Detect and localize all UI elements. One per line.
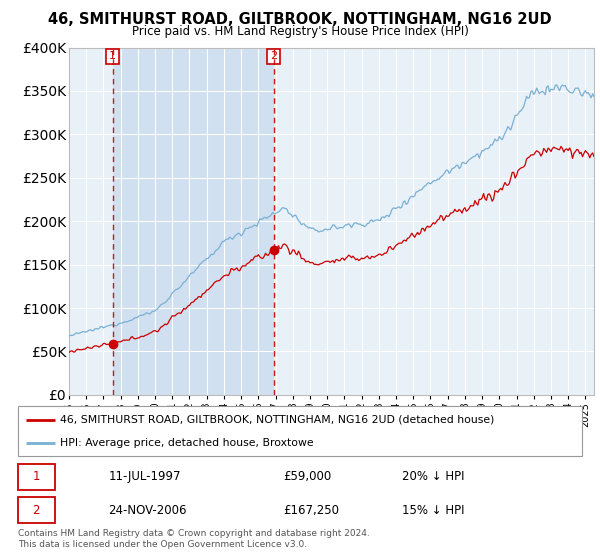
Text: 2: 2 [32,504,40,517]
FancyBboxPatch shape [18,497,55,523]
Text: Contains HM Land Registry data © Crown copyright and database right 2024.
This d: Contains HM Land Registry data © Crown c… [18,529,370,549]
Text: 46, SMITHURST ROAD, GILTBROOK, NOTTINGHAM, NG16 2UD (detached house): 46, SMITHURST ROAD, GILTBROOK, NOTTINGHA… [60,414,494,424]
Text: 1: 1 [32,470,40,483]
Text: HPI: Average price, detached house, Broxtowe: HPI: Average price, detached house, Brox… [60,438,314,448]
Text: £167,250: £167,250 [283,504,339,517]
Text: 2: 2 [270,52,277,61]
FancyBboxPatch shape [18,406,582,456]
Text: 46, SMITHURST ROAD, GILTBROOK, NOTTINGHAM, NG16 2UD: 46, SMITHURST ROAD, GILTBROOK, NOTTINGHA… [48,12,552,27]
Text: 24-NOV-2006: 24-NOV-2006 [108,504,187,517]
Text: Price paid vs. HM Land Registry's House Price Index (HPI): Price paid vs. HM Land Registry's House … [131,25,469,38]
Text: 11-JUL-1997: 11-JUL-1997 [108,470,181,483]
Text: 15% ↓ HPI: 15% ↓ HPI [401,504,464,517]
Bar [113,48,274,395]
Text: £59,000: £59,000 [283,470,331,483]
Text: 20% ↓ HPI: 20% ↓ HPI [401,470,464,483]
Text: 1: 1 [109,52,116,61]
FancyBboxPatch shape [18,464,55,489]
